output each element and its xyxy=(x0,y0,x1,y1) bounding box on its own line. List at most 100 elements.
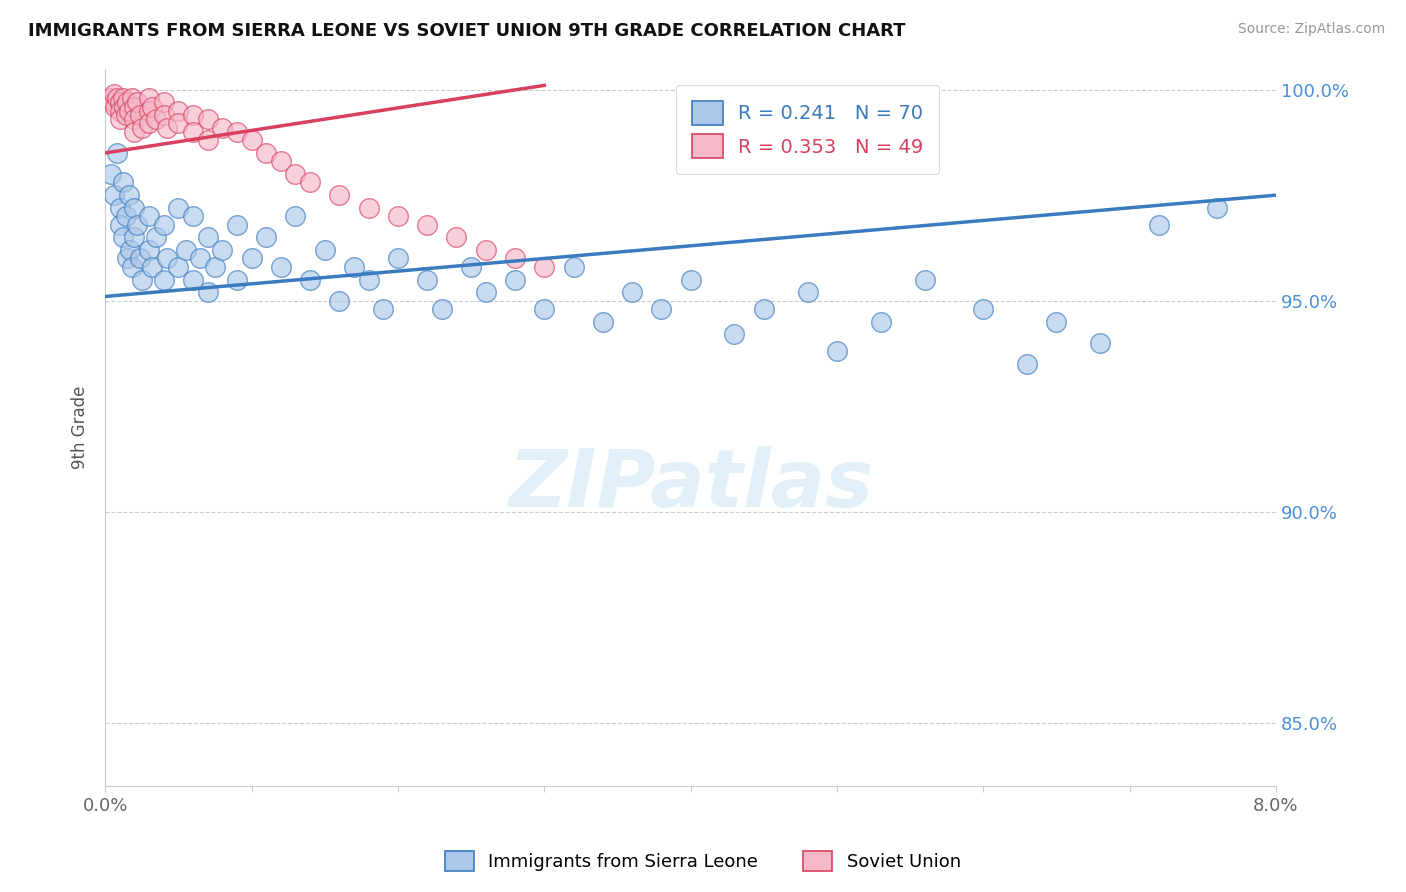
Point xyxy=(254,230,277,244)
Point xyxy=(181,125,204,139)
Point xyxy=(131,272,153,286)
Point xyxy=(103,188,125,202)
Point xyxy=(254,145,277,160)
Point xyxy=(446,230,468,244)
Point xyxy=(1206,201,1229,215)
Point xyxy=(650,302,672,317)
Point xyxy=(197,133,219,147)
Point xyxy=(138,209,160,223)
Point xyxy=(121,260,143,274)
Point xyxy=(752,302,775,317)
Point xyxy=(592,315,614,329)
Point xyxy=(226,218,249,232)
Point xyxy=(796,285,818,300)
Point xyxy=(98,91,121,105)
Point xyxy=(533,260,555,274)
Point xyxy=(328,188,350,202)
Point xyxy=(145,230,167,244)
Point xyxy=(869,315,891,329)
Point xyxy=(120,243,142,257)
Point xyxy=(111,230,134,244)
Point xyxy=(112,99,135,113)
Point xyxy=(104,99,127,113)
Point xyxy=(211,243,233,257)
Point xyxy=(416,218,439,232)
Point xyxy=(167,201,190,215)
Point xyxy=(129,108,152,122)
Point xyxy=(124,125,146,139)
Point xyxy=(972,302,994,317)
Text: Source: ZipAtlas.com: Source: ZipAtlas.com xyxy=(1237,22,1385,37)
Point xyxy=(124,99,146,113)
Point xyxy=(152,108,174,122)
Point xyxy=(167,116,190,130)
Point xyxy=(474,285,496,300)
Point xyxy=(1090,335,1112,350)
Point xyxy=(152,272,174,286)
Point xyxy=(129,252,152,266)
Point xyxy=(108,201,131,215)
Point xyxy=(562,260,585,274)
Point xyxy=(115,95,138,110)
Point xyxy=(103,87,125,101)
Point xyxy=(156,252,179,266)
Point xyxy=(270,154,292,169)
Point xyxy=(127,218,149,232)
Point xyxy=(679,272,702,286)
Point xyxy=(145,112,167,127)
Point xyxy=(387,252,409,266)
Point xyxy=(111,176,134,190)
Point xyxy=(124,230,146,244)
Point xyxy=(240,252,263,266)
Point xyxy=(357,201,380,215)
Point xyxy=(101,95,124,110)
Text: IMMIGRANTS FROM SIERRA LEONE VS SOVIET UNION 9TH GRADE CORRELATION CHART: IMMIGRANTS FROM SIERRA LEONE VS SOVIET U… xyxy=(28,22,905,40)
Point xyxy=(503,252,526,266)
Point xyxy=(226,272,249,286)
Point xyxy=(197,230,219,244)
Point xyxy=(138,103,160,118)
Point xyxy=(284,209,307,223)
Point xyxy=(174,243,197,257)
Point xyxy=(181,108,204,122)
Point xyxy=(127,95,149,110)
Y-axis label: 9th Grade: 9th Grade xyxy=(72,385,89,469)
Point xyxy=(723,327,745,342)
Point xyxy=(115,252,138,266)
Point xyxy=(299,176,322,190)
Point xyxy=(108,112,131,127)
Point xyxy=(387,209,409,223)
Point xyxy=(197,285,219,300)
Point xyxy=(240,133,263,147)
Point xyxy=(357,272,380,286)
Point xyxy=(167,260,190,274)
Point xyxy=(204,260,226,274)
Point xyxy=(156,120,179,135)
Point xyxy=(533,302,555,317)
Point xyxy=(1045,315,1067,329)
Point xyxy=(141,260,163,274)
Point xyxy=(181,209,204,223)
Point xyxy=(117,103,139,118)
Point xyxy=(211,120,233,135)
Point xyxy=(299,272,322,286)
Point xyxy=(121,91,143,105)
Point xyxy=(343,260,366,274)
Legend: Immigrants from Sierra Leone, Soviet Union: Immigrants from Sierra Leone, Soviet Uni… xyxy=(437,844,969,879)
Point xyxy=(117,188,139,202)
Point xyxy=(114,209,136,223)
Point xyxy=(124,201,146,215)
Point xyxy=(188,252,211,266)
Point xyxy=(314,243,336,257)
Point xyxy=(152,95,174,110)
Point xyxy=(124,112,146,127)
Point xyxy=(108,103,131,118)
Point xyxy=(105,91,128,105)
Point xyxy=(105,145,128,160)
Point xyxy=(270,260,292,274)
Point xyxy=(328,293,350,308)
Point xyxy=(108,218,131,232)
Point xyxy=(131,120,153,135)
Point xyxy=(114,108,136,122)
Point xyxy=(152,218,174,232)
